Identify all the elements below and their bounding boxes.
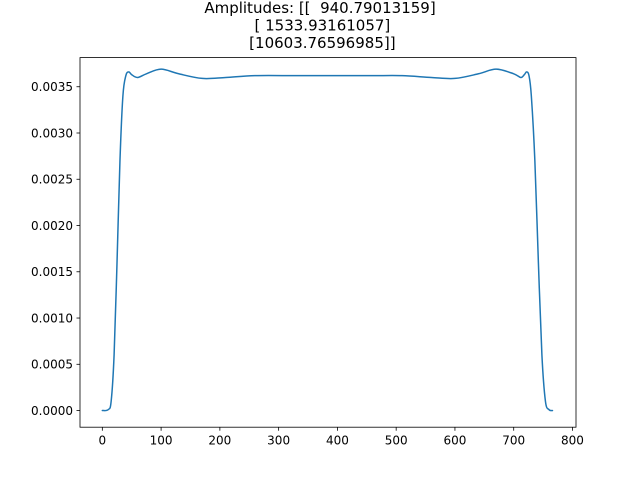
- y-tick-label: 0.0025: [31, 173, 73, 187]
- title-line-2: [10603.76596985]]: [244, 34, 395, 52]
- y-axis-ticks: 0.0000 0.0005 0.0010 0.0015 0.0020 0.0025 0.00…: [31, 80, 80, 418]
- series-line: [101, 68, 554, 412]
- y-tick-label: 0.0000: [31, 404, 73, 418]
- y-tick-label: 0.0030: [31, 126, 73, 140]
- title-line-1: [ 1533.93161057]: [250, 17, 391, 35]
- x-tick-label: 100: [150, 434, 173, 448]
- x-tick-label: 600: [443, 434, 466, 448]
- x-tick-label: 500: [385, 434, 408, 448]
- y-tick-label: 0.0015: [31, 265, 73, 279]
- x-tick-label: 700: [502, 434, 525, 448]
- x-tick-label: 0: [99, 434, 107, 448]
- y-tick-label: 0.0005: [31, 358, 73, 372]
- plot-area-frame: [79, 57, 577, 428]
- x-tick-label: 200: [208, 434, 231, 448]
- y-tick-label: 0.0010: [31, 311, 73, 325]
- x-tick-label: 800: [561, 434, 584, 448]
- title-line-0: Amplitudes: [[ 940.79013159]: [204, 0, 435, 17]
- y-tick-label: 0.0035: [31, 80, 73, 94]
- x-tick-label: 300: [267, 434, 290, 448]
- x-tick-label: 400: [326, 434, 349, 448]
- chart-title: Amplitudes: [[ 940.79013159] [ 1533.9316…: [204, 0, 435, 52]
- y-tick-label: 0.0020: [31, 219, 73, 233]
- x-axis-ticks: 0 100 200 300 400 500 600 700 800: [99, 427, 584, 448]
